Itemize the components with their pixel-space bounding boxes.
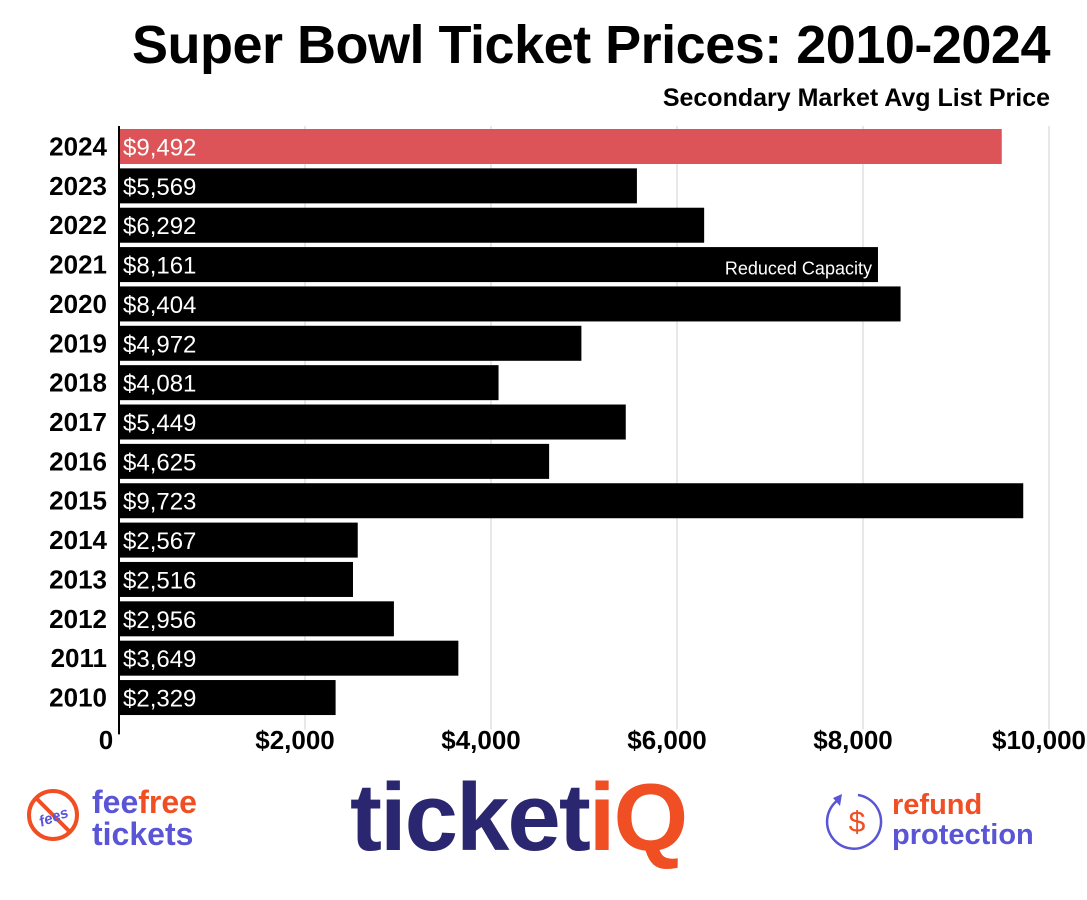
- data-label: $2,956: [123, 607, 196, 634]
- data-label: $4,081: [123, 371, 196, 398]
- refund-text-2: protection: [892, 819, 1034, 851]
- data-label: $5,569: [123, 174, 196, 201]
- y-tick-label: 2016: [49, 446, 107, 476]
- feefree-text-2: free: [138, 784, 197, 820]
- data-label: $6,292: [123, 213, 196, 240]
- feefree-text-3: tickets: [92, 816, 194, 852]
- bar-2014: [119, 522, 358, 558]
- bar-2023: [119, 168, 637, 204]
- x-tick-label: $10,000: [992, 725, 1086, 755]
- y-tick-label: 2017: [49, 407, 107, 437]
- x-tick-label: $2,000: [255, 725, 335, 755]
- feefree-tickets-logo: feefree tickets: [92, 786, 197, 850]
- y-tick-label: 2015: [49, 486, 107, 516]
- ticketiq-text-1: ticket: [350, 764, 591, 871]
- annotation: Reduced Capacity: [725, 259, 872, 279]
- data-label: $9,492: [123, 135, 196, 162]
- y-tick-label: 2022: [49, 210, 107, 240]
- refund-arrowhead-icon: [833, 794, 842, 806]
- bar-2020: [119, 286, 901, 322]
- bar-2010: [119, 680, 336, 716]
- data-label: $2,516: [123, 567, 196, 594]
- refund-text-1: refund: [892, 789, 983, 821]
- refund-arrow-icon: [825, 793, 883, 850]
- data-label: $4,625: [123, 449, 196, 476]
- bar-2015: [119, 483, 1024, 519]
- y-tick-label: 2021: [49, 250, 107, 280]
- data-label: $2,329: [123, 686, 196, 713]
- y-tick-label: 2019: [49, 328, 107, 358]
- bar-2011: [119, 640, 459, 676]
- y-tick-label: 2012: [49, 604, 107, 634]
- bar-2017: [119, 404, 626, 440]
- y-tick-label: 2023: [49, 171, 107, 201]
- ticketiq-logo: ticketiQ: [350, 770, 688, 866]
- no-fees-icon: [27, 789, 79, 841]
- data-label: $5,449: [123, 410, 196, 437]
- y-tick-label: 2011: [51, 643, 107, 673]
- ticketiq-text-2: iQ: [588, 764, 688, 871]
- x-tick-label: $6,000: [627, 725, 707, 755]
- data-label: $2,567: [123, 528, 196, 555]
- data-label: $3,649: [123, 646, 196, 673]
- data-label: $9,723: [123, 489, 196, 516]
- y-tick-label: 2018: [49, 368, 107, 398]
- bar-2012: [119, 601, 394, 637]
- bar-2016: [119, 443, 550, 479]
- data-label: $8,404: [123, 292, 196, 319]
- y-tick-label: 2014: [49, 525, 107, 555]
- x-tick-label: $8,000: [813, 725, 893, 755]
- data-label: $8,161: [123, 253, 196, 280]
- y-tick-label: 2020: [49, 289, 107, 319]
- x-tick-label: $4,000: [441, 725, 521, 755]
- chart-subtitle: Secondary Market Avg List Price: [662, 84, 1050, 112]
- bar-2019: [119, 325, 582, 361]
- bar-2024: [119, 129, 1002, 164]
- refund-protection-logo: refund protection: [892, 790, 1034, 850]
- no-fees-slash: [34, 796, 72, 834]
- dollar-icon: $: [849, 806, 866, 839]
- y-tick-label: 2010: [49, 683, 107, 713]
- bar-2018: [119, 365, 499, 401]
- feefree-text-1: fee: [92, 784, 139, 820]
- y-tick-label: 2024: [49, 132, 107, 162]
- y-tick-label: 2013: [49, 564, 107, 594]
- chart-title: Super Bowl Ticket Prices: 2010-2024: [132, 15, 1050, 75]
- bar-2022: [119, 207, 705, 243]
- data-label: $4,972: [123, 331, 196, 358]
- x-tick-label: 0: [99, 725, 113, 755]
- bar-2021: [119, 247, 878, 283]
- bar-2013: [119, 561, 353, 597]
